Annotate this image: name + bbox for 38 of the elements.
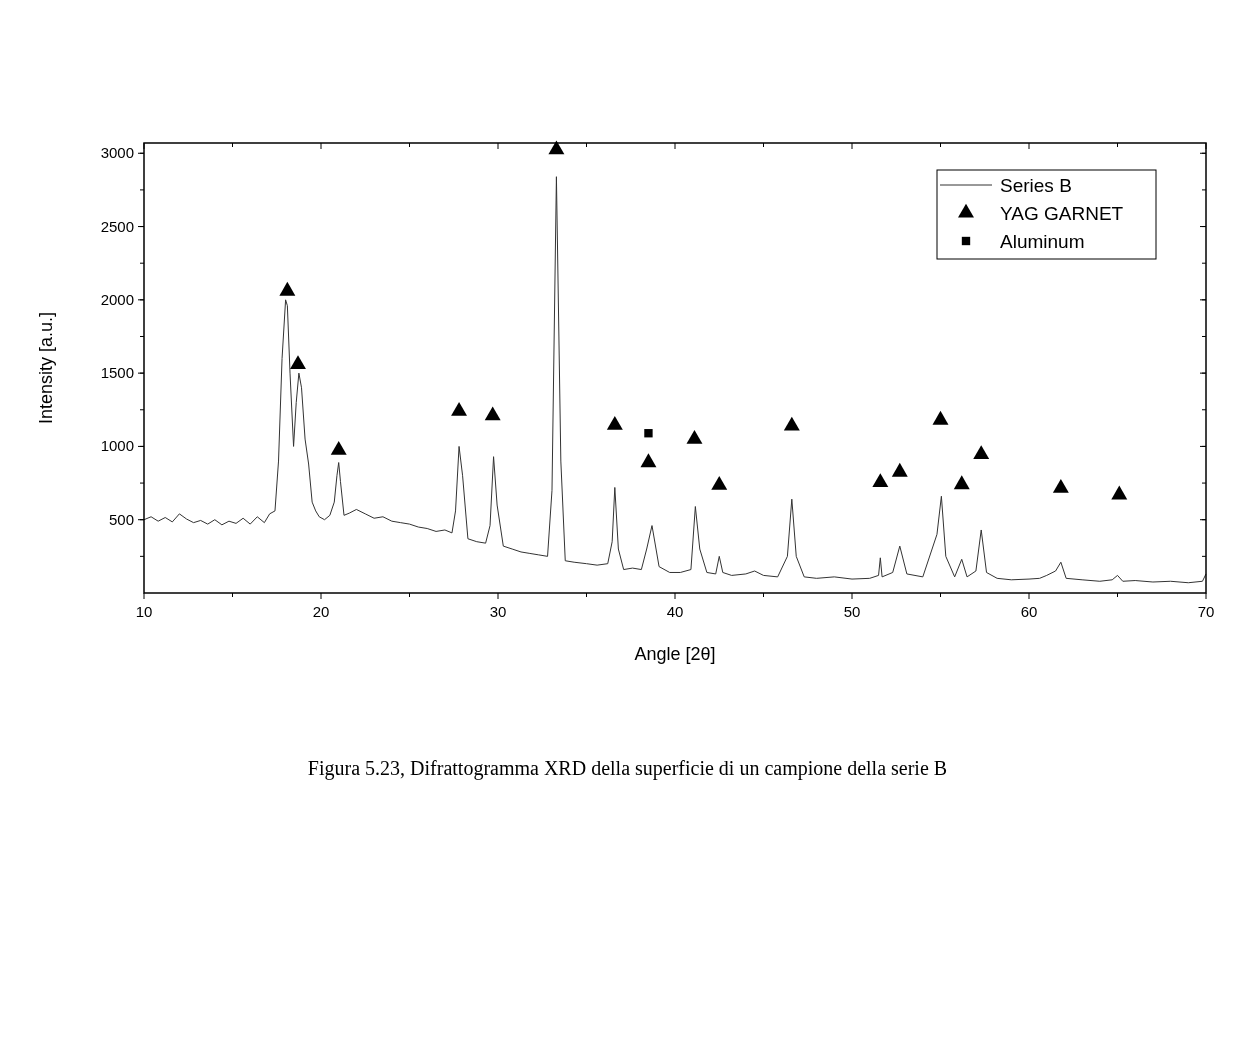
point — [891, 462, 908, 477]
x-tick-label: 70 — [1197, 603, 1215, 620]
x-tick-label: 40 — [666, 603, 684, 620]
point — [606, 415, 623, 430]
point — [330, 440, 347, 455]
line-series — [143, 176, 1207, 584]
legend-label: Series B — [1000, 175, 1072, 196]
point — [932, 410, 949, 425]
point — [290, 355, 306, 369]
point — [484, 406, 501, 421]
point — [783, 416, 800, 431]
y-tick-label: 3000 — [100, 144, 134, 162]
x-axis-title: Angle [2θ] — [634, 644, 716, 664]
y-tick-label: 1500 — [100, 364, 134, 382]
point — [1052, 478, 1069, 493]
y-tick-label: 1000 — [100, 437, 134, 455]
text: Figura 5.23, Difrattogramma XRD della superficie di un campione della serie B — [307, 757, 948, 780]
x-tick-label: 10 — [135, 603, 153, 620]
point — [872, 473, 889, 487]
legend-label: Aluminum — [1000, 231, 1085, 252]
y-tick-label: 500 — [108, 510, 134, 528]
point — [973, 445, 990, 460]
point — [548, 140, 565, 155]
y-axis-title: Intensity [a.u.] — [36, 311, 56, 425]
x-tick-label: 60 — [1020, 603, 1038, 620]
point — [279, 281, 296, 296]
y-tick-label: 2000 — [100, 290, 134, 308]
point — [451, 402, 468, 416]
point — [953, 475, 970, 490]
x-tick-label: 30 — [489, 603, 507, 620]
legend-label: YAG GARNET — [1000, 203, 1124, 224]
x-tick-label: 50 — [843, 603, 861, 620]
point — [711, 476, 728, 490]
x-tick-label: 20 — [312, 603, 330, 620]
point — [1111, 485, 1128, 500]
point — [640, 453, 657, 468]
point — [686, 429, 703, 444]
y-tick-label: 2500 — [100, 217, 134, 235]
